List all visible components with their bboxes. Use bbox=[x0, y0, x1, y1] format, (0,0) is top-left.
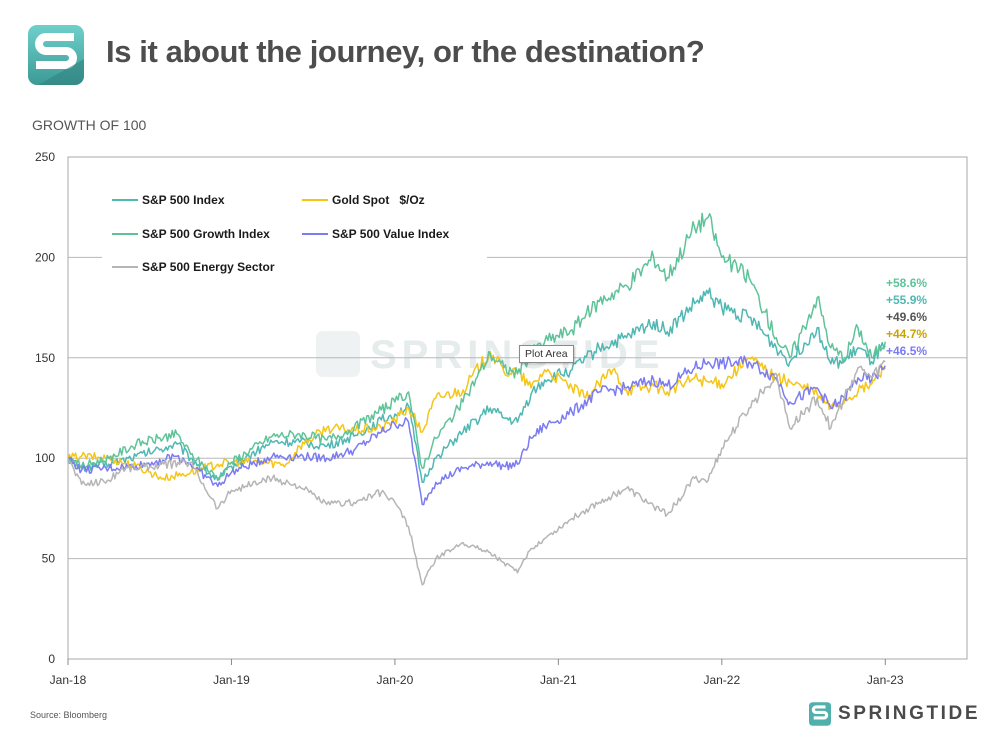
x-tick-label: Jan-19 bbox=[213, 673, 250, 687]
legend-swatch bbox=[112, 199, 138, 201]
y-axis-caption: GROWTH OF 100 bbox=[32, 117, 147, 133]
chart-legend[interactable]: S&P 500 Index Gold Spot $/Oz S&P 500 Gro… bbox=[102, 180, 487, 280]
legend-label: S&P 500 Growth Index bbox=[142, 227, 270, 241]
legend-swatch bbox=[112, 266, 138, 268]
legend-item-sp500[interactable]: S&P 500 Index bbox=[112, 193, 225, 207]
watermark-icon bbox=[316, 331, 360, 377]
series-line-4 bbox=[67, 355, 886, 506]
springtide-logo bbox=[28, 25, 84, 85]
end-value-label: +55.9% bbox=[886, 293, 927, 307]
plot-area-tooltip: Plot Area bbox=[519, 345, 574, 363]
x-tick-label: Jan-22 bbox=[703, 673, 740, 687]
legend-label: S&P 500 Index bbox=[142, 193, 225, 207]
page-title: Is it about the journey, or the destinat… bbox=[106, 34, 705, 69]
x-tick-label: Jan-23 bbox=[867, 673, 904, 687]
series-line-5 bbox=[67, 360, 886, 586]
x-tick-label: Jan-21 bbox=[540, 673, 577, 687]
legend-label: S&P 500 Energy Sector bbox=[142, 260, 275, 274]
legend-label: S&P 500 Value Index bbox=[332, 227, 450, 241]
x-tick-label: Jan-18 bbox=[50, 673, 87, 687]
legend-item-growth[interactable]: S&P 500 Growth Index bbox=[112, 227, 270, 241]
plot-area bbox=[67, 156, 968, 660]
y-tick-label: 250 bbox=[35, 150, 55, 164]
end-value-label: +44.7% bbox=[886, 327, 927, 341]
legend-label: Gold Spot $/Oz bbox=[332, 193, 425, 207]
end-value-label: +46.5% bbox=[886, 344, 927, 358]
y-tick-label: 200 bbox=[35, 250, 55, 264]
y-tick-label: 100 bbox=[35, 451, 55, 465]
legend-item-gold[interactable]: Gold Spot $/Oz bbox=[302, 193, 425, 207]
y-tick-label: 0 bbox=[48, 652, 55, 666]
y-tick-label: 150 bbox=[35, 351, 55, 365]
legend-swatch bbox=[302, 199, 328, 201]
y-tick-label: 50 bbox=[42, 552, 56, 566]
brand-name: SPRINGTIDE bbox=[838, 703, 981, 724]
brand-footer: SPRINGTIDE bbox=[809, 702, 980, 726]
end-value-label: +58.6% bbox=[886, 276, 927, 290]
brand-icon bbox=[809, 702, 831, 726]
legend-swatch bbox=[302, 233, 328, 235]
legend-item-energy[interactable]: S&P 500 Energy Sector bbox=[112, 260, 275, 274]
source-note: Source: Bloomberg bbox=[30, 710, 108, 720]
legend-swatch bbox=[112, 233, 138, 235]
legend-item-value[interactable]: S&P 500 Value Index bbox=[302, 227, 449, 241]
series-line-3 bbox=[67, 212, 887, 481]
x-tick-label: Jan-20 bbox=[377, 673, 414, 687]
end-value-label: +49.6% bbox=[886, 310, 927, 324]
